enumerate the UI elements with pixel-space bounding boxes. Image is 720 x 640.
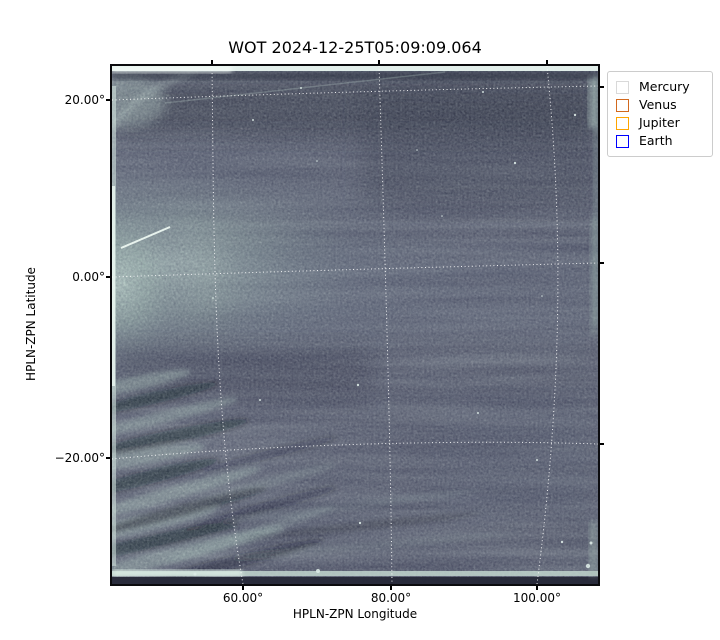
gridline-lat-20 [112,85,598,101]
x-tick-label-80: 80.00° [370,591,412,605]
venus-marker-icon [616,98,629,112]
y-tick-left [106,457,110,459]
x-tick-label-60: 60.00° [222,591,264,605]
satellite-streak [120,226,171,249]
plot-area [110,64,600,586]
legend-label-earth: Earth [639,133,673,148]
y-axis-label: HPLN-ZPN Latitude [24,267,38,381]
stars [193,87,593,576]
x-tick-label-100: 100.00° [513,591,561,605]
legend-item-mercury: Mercury [616,78,704,96]
x-tick-bottom [536,586,538,590]
legend-item-jupiter: Jupiter [616,114,704,132]
top-bright-band [112,66,598,71]
y-tick-label-0: 0.00° [72,270,105,284]
y-tick-left [106,276,110,278]
sky-image [112,66,598,584]
right-bright-rim [593,76,598,326]
mercury-marker-icon [616,80,629,94]
y-tick-left [106,99,110,101]
faint-streak [164,71,446,104]
x-tick-top [378,60,380,64]
x-axis-label: HPLN-ZPN Longitude [292,607,418,621]
y-tick-label-minus20: −20.00° [54,451,105,465]
legend-label-jupiter: Jupiter [639,115,680,130]
jupiter-marker-icon [616,116,629,130]
gridline-lon-80 [378,66,393,584]
gridline-lon-60 [211,66,244,584]
y-tick-right [600,262,604,264]
x-tick-bottom [390,586,392,590]
gridline-lat-minus20 [112,441,598,460]
legend-label-mercury: Mercury [639,79,690,94]
y-tick-right [600,86,604,88]
x-tick-top [546,60,548,64]
legend-item-venus: Venus [616,96,704,114]
coordinate-grid [112,66,598,584]
y-tick-right [600,443,604,445]
x-tick-bottom [242,586,244,590]
gridline-lon-100 [536,66,559,584]
bottom-bright-band [112,571,598,576]
gridline-lat-0 [112,262,598,278]
figure-title: WOT 2024-12-25T05:09:09.064 [228,38,482,57]
y-tick-label-20: 20.00° [64,93,105,107]
legend-label-venus: Venus [639,97,677,112]
legend: Mercury Venus Jupiter Earth [607,71,713,157]
legend-item-earth: Earth [616,132,704,150]
x-tick-top [211,60,213,64]
earth-marker-icon [616,134,629,148]
